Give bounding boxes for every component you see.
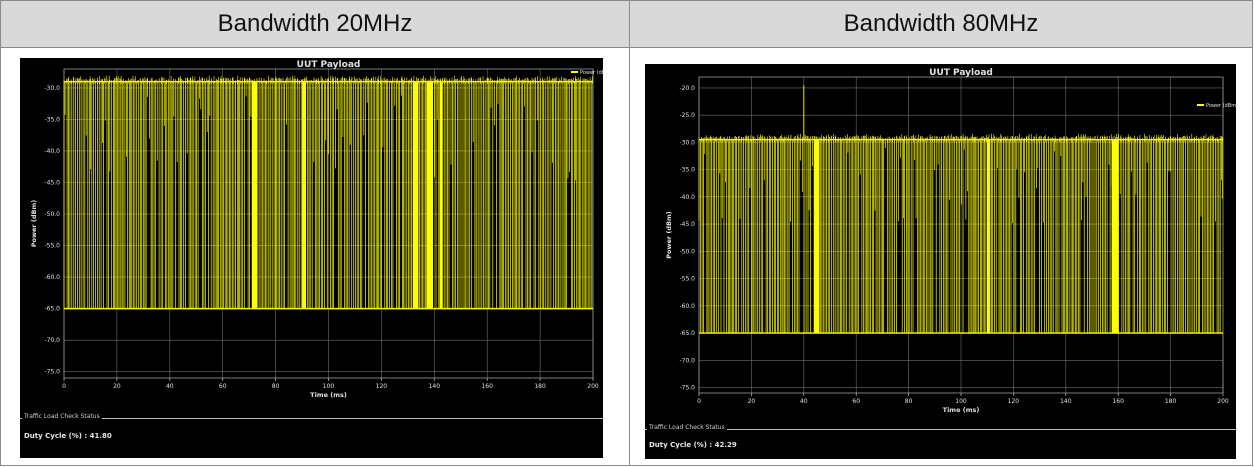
y-tick-label: -45.0 bbox=[679, 221, 695, 228]
duty-cycle-readout-80mhz: Duty Cycle (%) : 42.29 bbox=[649, 441, 737, 449]
y-tick-label: -40.0 bbox=[44, 148, 60, 155]
x-tick-label: 140 bbox=[1060, 398, 1072, 405]
x-tick-label: 100 bbox=[323, 383, 335, 390]
y-tick-label: -70.0 bbox=[44, 337, 60, 344]
trace-dense-block bbox=[987, 139, 990, 334]
x-tick-label: 120 bbox=[376, 383, 388, 390]
y-tick-label: -25.0 bbox=[679, 112, 695, 119]
x-tick-label: 160 bbox=[481, 383, 493, 390]
y-axis-label: Power (dBm) bbox=[30, 200, 38, 247]
y-tick-label: -35.0 bbox=[44, 116, 60, 123]
column-header-80mhz: Bandwidth 80MHz bbox=[629, 0, 1253, 48]
y-tick-label: -30.0 bbox=[679, 139, 695, 146]
status-group-label-80mhz: Traffic Load Check Status bbox=[647, 424, 727, 431]
chart-svg-80mhz: 0 20 40 60 80 100 120 140 160 180 200 -20.0 -25.0 -30… bbox=[665, 68, 1236, 414]
x-tick-label: 180 bbox=[534, 383, 546, 390]
x-tick-label: 200 bbox=[587, 383, 599, 390]
y-tick-label: -45.0 bbox=[44, 180, 60, 187]
status-panel-20mhz: Traffic Load Check Status Duty Cycle (%)… bbox=[20, 413, 603, 458]
chart-window-80mhz: 0 20 40 60 80 100 120 140 160 180 200 -20.0 -25.0 -30… bbox=[645, 64, 1236, 459]
trace-dense-block bbox=[426, 81, 433, 309]
status-group-label-20mhz: Traffic Load Check Status bbox=[22, 413, 102, 420]
status-group-20mhz: Traffic Load Check Status bbox=[20, 413, 603, 420]
trace-series bbox=[698, 85, 1223, 334]
status-group-80mhz: Traffic Load Check Status bbox=[645, 424, 1236, 431]
chart-svg-20mhz: 0 20 40 60 80 100 120 140 160 180 200 -30.0 -35.0 -40… bbox=[30, 60, 603, 399]
trace-dense-block bbox=[302, 81, 307, 309]
x-tick-label: 20 bbox=[113, 383, 121, 390]
trace-dense-block bbox=[814, 139, 820, 334]
x-tick-label: 180 bbox=[1165, 398, 1177, 405]
chart-title: UUT Payload bbox=[929, 68, 993, 78]
legend-label: Power (dBm) bbox=[580, 70, 603, 76]
y-tick-label: -75.0 bbox=[679, 385, 695, 392]
x-axis-label: Time (ms) bbox=[310, 391, 347, 399]
x-tick-label: 0 bbox=[62, 383, 66, 390]
y-tick-label: -60.0 bbox=[679, 303, 695, 310]
trace-dense-block bbox=[439, 81, 443, 309]
y-tick-label: -65.0 bbox=[44, 306, 60, 313]
x-tick-label: 0 bbox=[697, 398, 701, 405]
x-tick-label: 40 bbox=[166, 383, 174, 390]
y-tick-label: -60.0 bbox=[44, 274, 60, 281]
x-axis-label: Time (ms) bbox=[943, 406, 980, 414]
trace-dense-block bbox=[1111, 139, 1119, 334]
y-tick-label: -30.0 bbox=[44, 85, 60, 92]
y-tick-label: -20.0 bbox=[679, 85, 695, 92]
y-tick-label: -40.0 bbox=[679, 194, 695, 201]
y-tick-label: -55.0 bbox=[44, 243, 60, 250]
trace-dense-block bbox=[413, 81, 419, 309]
x-tick-label: 100 bbox=[955, 398, 967, 405]
x-tick-label: 80 bbox=[905, 398, 913, 405]
legend-label: Power (dBm) bbox=[1206, 103, 1236, 109]
trace-series bbox=[63, 75, 593, 310]
y-tick-label: -50.0 bbox=[44, 211, 60, 218]
x-tick-label: 40 bbox=[800, 398, 808, 405]
x-tick-label: 200 bbox=[1217, 398, 1229, 405]
column-header-20mhz: Bandwidth 20MHz bbox=[0, 0, 630, 48]
y-tick-label: -75.0 bbox=[44, 369, 60, 376]
x-tick-label: 60 bbox=[852, 398, 860, 405]
y-tick-label: -55.0 bbox=[679, 276, 695, 283]
chart-window-20mhz: 0 20 40 60 80 100 120 140 160 180 200 -30.0 -35.0 -40… bbox=[20, 58, 603, 458]
x-tick-label: 20 bbox=[748, 398, 756, 405]
y-tick-label: -50.0 bbox=[679, 248, 695, 255]
chart-cell-20mhz: 0 20 40 60 80 100 120 140 160 180 200 -30.0 -35.0 -40… bbox=[0, 47, 630, 466]
x-tick-label: 120 bbox=[1008, 398, 1020, 405]
x-tick-label: 140 bbox=[429, 383, 441, 390]
y-axis-label: Power (dBm) bbox=[665, 211, 673, 258]
x-tick-label: 160 bbox=[1112, 398, 1124, 405]
chart-cell-80mhz: 0 20 40 60 80 100 120 140 160 180 200 -20.0 -25.0 -30… bbox=[629, 47, 1253, 466]
status-panel-80mhz: Traffic Load Check Status Duty Cycle (%)… bbox=[645, 424, 1236, 459]
trace-dense-block bbox=[251, 81, 258, 309]
duty-cycle-readout-20mhz: Duty Cycle (%) : 41.80 bbox=[24, 432, 112, 440]
y-tick-label: -35.0 bbox=[679, 167, 695, 174]
chart-title: UUT Payload bbox=[297, 60, 361, 70]
y-tick-label: -65.0 bbox=[679, 330, 695, 337]
y-tick-label: -70.0 bbox=[679, 357, 695, 364]
trace-peak-noise bbox=[698, 133, 1223, 142]
x-tick-label: 80 bbox=[272, 383, 280, 390]
x-tick-label: 60 bbox=[219, 383, 227, 390]
trace-peak-noise bbox=[63, 75, 593, 84]
